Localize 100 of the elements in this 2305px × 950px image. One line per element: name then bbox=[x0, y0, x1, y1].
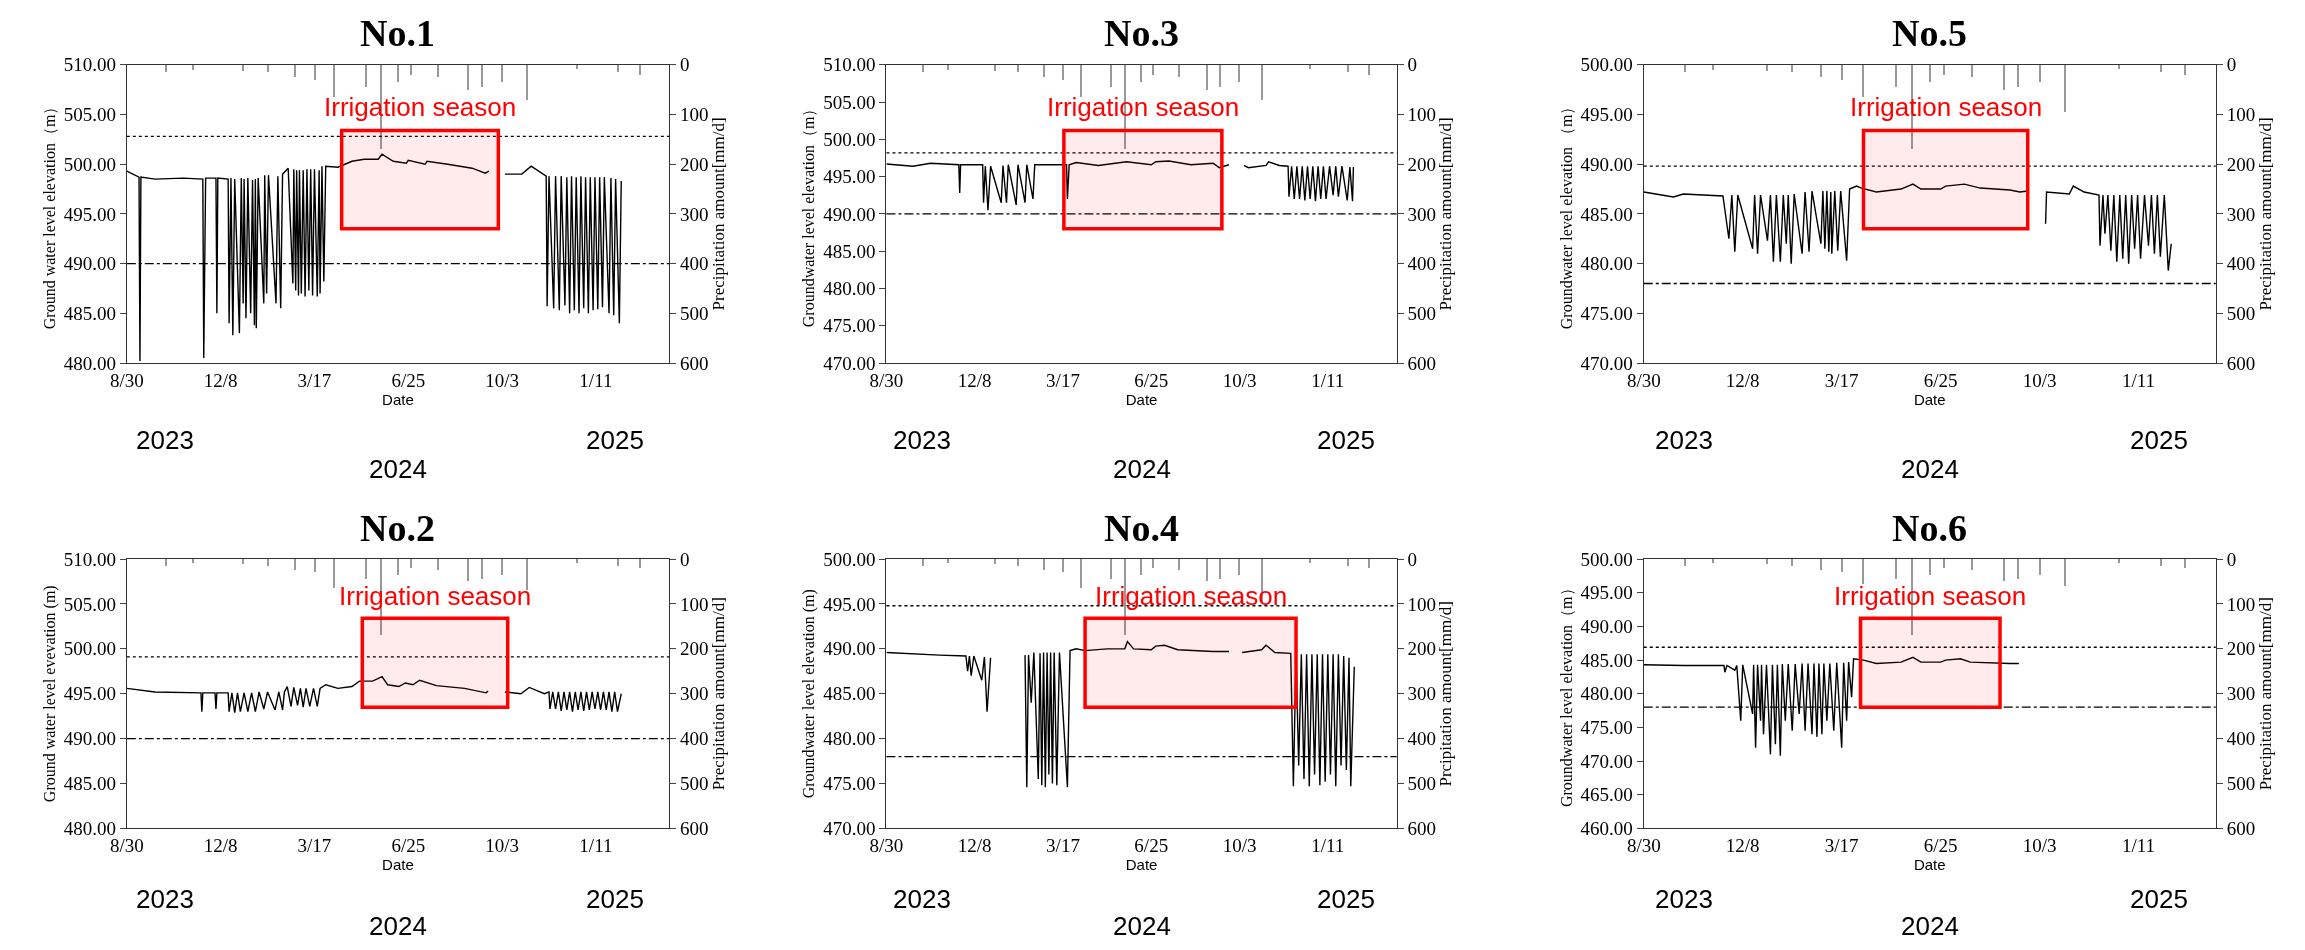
bar bbox=[922, 64, 925, 72]
bar bbox=[1043, 559, 1046, 571]
y2-tick-label: 300 bbox=[1407, 683, 1437, 705]
y2-tick-label: 300 bbox=[679, 203, 709, 225]
text: 2023 bbox=[893, 884, 951, 914]
bar bbox=[922, 559, 925, 567]
bar bbox=[313, 64, 316, 80]
bar bbox=[241, 64, 244, 71]
y2-tick-label: 100 bbox=[1407, 593, 1437, 615]
band-label: Irrigation season bbox=[324, 92, 517, 122]
bar bbox=[1711, 64, 1714, 70]
y-tick-label: 485.00 bbox=[1580, 649, 1633, 671]
x-tick-label: 3/17 bbox=[297, 369, 332, 391]
x-tick-label: 12/8 bbox=[957, 835, 992, 857]
y2-tick-label: 300 bbox=[2226, 203, 2256, 225]
x-tick-label: 1/11 bbox=[1311, 369, 1345, 391]
y-tick-label: 500.00 bbox=[63, 153, 116, 175]
x-axis-title: Date bbox=[1913, 390, 1946, 408]
bar bbox=[293, 559, 296, 571]
y2-tick-label: 600 bbox=[679, 818, 709, 840]
chart-title: No.3 bbox=[1104, 12, 1179, 54]
x-tick-label: 1/11 bbox=[579, 835, 613, 857]
y2-tick-label: 400 bbox=[1407, 728, 1437, 750]
y-axis-title: Groundwater level elevation（m） bbox=[800, 100, 818, 328]
bar bbox=[2159, 559, 2162, 567]
y2-tick-label: 0 bbox=[679, 548, 690, 570]
y-tick-label: 485.00 bbox=[1580, 203, 1633, 225]
x-tick-label: 6/25 bbox=[1134, 369, 1169, 391]
bar bbox=[1928, 64, 1931, 82]
bar bbox=[947, 64, 950, 70]
bar bbox=[1238, 559, 1241, 576]
band-label: Irrigation season bbox=[1095, 581, 1288, 611]
bar bbox=[2063, 64, 2066, 112]
band-label: Irrigation season bbox=[1850, 92, 2043, 122]
y2-tick-label: 500 bbox=[679, 773, 709, 795]
bar bbox=[1942, 64, 1945, 75]
text: 2024 bbox=[369, 454, 427, 484]
x-axis-title: Date bbox=[382, 856, 414, 874]
bar bbox=[1861, 559, 1864, 585]
y-tick-label: 495.00 bbox=[823, 166, 876, 188]
text: 2024 bbox=[369, 911, 427, 941]
x-tick-label: 6/25 bbox=[391, 369, 426, 391]
bar bbox=[1110, 64, 1113, 87]
bar bbox=[1683, 559, 1686, 567]
y2-tick-label: 100 bbox=[1407, 104, 1437, 126]
x-tick-label: 12/8 bbox=[1725, 835, 1760, 857]
y-tick-label: 510.00 bbox=[823, 54, 876, 76]
x-tick-label: 10/3 bbox=[485, 369, 519, 391]
band-label: Irrigation season bbox=[1834, 581, 2027, 611]
bar bbox=[436, 559, 439, 571]
x-tick-label: 12/8 bbox=[203, 369, 238, 391]
text: 2025 bbox=[1317, 884, 1375, 914]
y-axis-title: Groundwater level elevation （m） bbox=[1557, 98, 1575, 330]
bar bbox=[525, 64, 528, 100]
bar bbox=[500, 64, 503, 82]
bar bbox=[409, 64, 412, 75]
y2-tick-label: 600 bbox=[2226, 818, 2256, 840]
y2-tick-label: 600 bbox=[1407, 818, 1437, 840]
y2-tick-label: 0 bbox=[2226, 548, 2237, 570]
y2-tick-label: 500 bbox=[1407, 302, 1437, 324]
chart-title: No.6 bbox=[1892, 507, 1967, 549]
bar bbox=[1894, 64, 1897, 87]
y2-tick-label: 100 bbox=[679, 593, 709, 615]
bar bbox=[436, 64, 439, 77]
bar bbox=[1790, 559, 1793, 567]
bar bbox=[1152, 559, 1155, 569]
x-axis-title: Date bbox=[1125, 856, 1158, 874]
bar bbox=[191, 559, 194, 564]
y2-tick-label: 300 bbox=[1407, 203, 1437, 225]
chart-title: No.4 bbox=[1104, 507, 1179, 549]
bar bbox=[466, 64, 469, 90]
bar bbox=[266, 559, 269, 567]
x-tick-label: 3/17 bbox=[1824, 369, 1859, 391]
bar bbox=[1206, 64, 1209, 90]
bar bbox=[525, 559, 528, 591]
y-axis-title: Ground water level evevation (m) bbox=[40, 585, 59, 803]
text: 2023 bbox=[136, 884, 194, 914]
bar bbox=[1043, 64, 1046, 77]
bar bbox=[638, 64, 641, 75]
bar bbox=[2002, 64, 2005, 90]
y2-tick-label: 500 bbox=[2226, 302, 2256, 324]
text: 2023 bbox=[1655, 425, 1713, 455]
text: 2023 bbox=[893, 425, 951, 455]
bar bbox=[1062, 64, 1065, 80]
y2-tick-label: 200 bbox=[2226, 638, 2256, 660]
bar bbox=[1861, 64, 1864, 97]
text: 2025 bbox=[586, 425, 644, 455]
y2-tick-label: 600 bbox=[1407, 352, 1437, 374]
chart-title: No.5 bbox=[1892, 12, 1967, 54]
y-tick-label: 500.00 bbox=[63, 638, 116, 660]
bar bbox=[1765, 559, 1768, 565]
y-tick-label: 500.00 bbox=[1580, 548, 1633, 570]
y-tick-label: 485.00 bbox=[63, 773, 116, 795]
bar bbox=[2117, 559, 2120, 564]
band-label: Irrigation season bbox=[1047, 92, 1240, 122]
y2-tick-label: 0 bbox=[679, 54, 690, 76]
y-tick-label: 480.00 bbox=[823, 278, 876, 300]
x-tick-label: 1/11 bbox=[2122, 835, 2156, 857]
bar bbox=[480, 64, 483, 87]
x-tick-label: 6/25 bbox=[1923, 369, 1958, 391]
